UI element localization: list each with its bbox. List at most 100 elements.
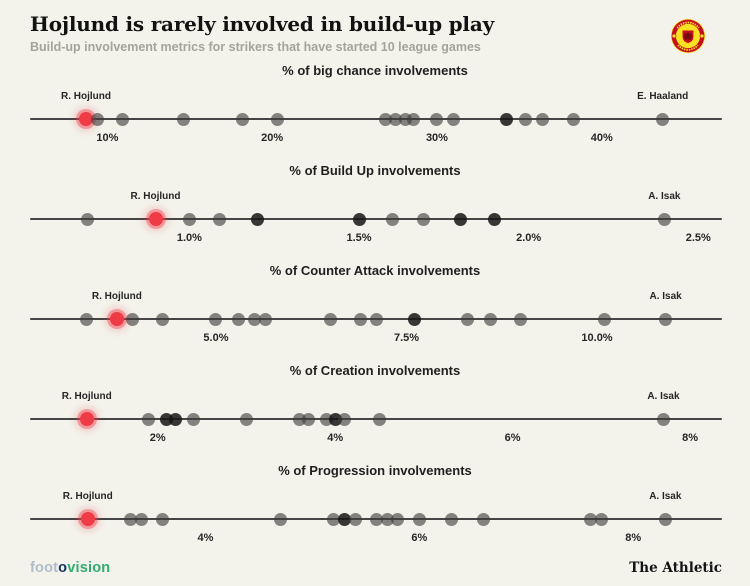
highlighted-data-point [109, 312, 124, 326]
data-point [454, 212, 468, 226]
footovision-logo-part1: foot [30, 560, 59, 576]
data-point [430, 112, 444, 126]
footovision-logo-part3: vision [67, 560, 111, 576]
the-athletic-logo: The Athletic [629, 560, 722, 576]
data-point [514, 312, 528, 326]
data-point [444, 512, 458, 526]
data-point [499, 112, 513, 126]
data-point [250, 212, 264, 226]
tick-label: 8% [682, 432, 698, 444]
data-point [594, 512, 608, 526]
plot-area: 1.0% 1.5% 2.0% 2.5% R. Hojlund A. Isak [0, 179, 750, 258]
tick-label: 30% [425, 132, 448, 144]
highlighted-data-point [148, 212, 163, 226]
tick-label: 1.0% [176, 232, 202, 244]
data-point [476, 512, 490, 526]
data-point [407, 312, 421, 326]
player-label: R. Hojlund [62, 491, 113, 502]
data-point [379, 112, 393, 126]
data-point [337, 512, 351, 526]
tick-label: 8% [625, 532, 642, 544]
player-label: A. Isak [647, 391, 680, 402]
data-point [370, 512, 384, 526]
manchester-united-crest-icon [670, 18, 706, 54]
data-point [416, 212, 430, 226]
data-point [156, 312, 170, 326]
tick-label: 10% [96, 132, 119, 144]
player-label: R. Hojlund [61, 91, 112, 102]
highlighted-data-point [80, 512, 95, 526]
strip-chart-2: % of Build Up involvements 1.0% 1.5% 2.0% 2.… [0, 158, 750, 258]
highlighted-data-point [79, 112, 94, 126]
header: Hojlund is rarely involved in build-up p… [0, 0, 750, 58]
tick-label: 4% [327, 432, 344, 444]
plot-area: 10% 20% 30% 40% R. Hojlund E. Haaland [0, 79, 750, 158]
data-point [598, 312, 612, 326]
data-point [460, 312, 474, 326]
tick-label: 40% [590, 132, 613, 144]
strip-chart-5: % of Progression involvements 4% 6% 8% R. Ho… [0, 458, 750, 558]
player-label: E. Haaland [637, 91, 689, 102]
data-point [656, 112, 670, 126]
data-point [142, 412, 156, 426]
data-point [232, 312, 246, 326]
data-point [412, 512, 426, 526]
footovision-logo: footovision [30, 560, 110, 576]
charts-container: % of big chance involvements 10% 20% 30% 40%… [0, 58, 750, 558]
data-point [247, 312, 261, 326]
chart-title: % of Creation involvements [289, 363, 461, 378]
data-point [79, 312, 93, 326]
data-point [81, 212, 95, 226]
data-point [657, 212, 671, 226]
data-point [239, 412, 253, 426]
tick-label: 6% [411, 532, 428, 544]
tick-label: 2.5% [685, 232, 711, 244]
data-point [407, 112, 421, 126]
player-label: R. Hojlund [91, 291, 142, 302]
data-point [124, 512, 138, 526]
data-point [115, 112, 129, 126]
player-label: R. Hojlund [130, 191, 181, 202]
axis-line [30, 218, 722, 220]
data-point [168, 412, 182, 426]
data-point [323, 312, 337, 326]
strip-chart-1: % of big chance involvements 10% 20% 30% 40%… [0, 58, 750, 158]
data-point [156, 512, 170, 526]
plot-area: 2% 4% 6% 8% R. Hojlund A. Isak [0, 379, 750, 458]
tick-label: 5.0% [203, 332, 229, 344]
player-label: A. Isak [648, 191, 681, 202]
chart-title: % of Progression involvements [278, 463, 472, 478]
page-title: Hojlund is rarely involved in build-up p… [30, 12, 495, 36]
data-point [567, 112, 581, 126]
tick-label: 10.0% [581, 332, 613, 344]
data-point [213, 212, 227, 226]
tick-label: 6% [504, 432, 521, 444]
data-point [348, 512, 362, 526]
data-point [125, 312, 139, 326]
data-point [186, 412, 200, 426]
data-point [659, 312, 673, 326]
data-point [134, 512, 148, 526]
data-point [386, 212, 400, 226]
tick-label: 2% [149, 432, 166, 444]
player-label: A. Isak [649, 491, 682, 502]
data-point [535, 112, 549, 126]
data-point [91, 112, 105, 126]
data-point [273, 512, 287, 526]
player-label: A. Isak [649, 291, 682, 302]
data-point [391, 512, 405, 526]
data-point [519, 112, 533, 126]
data-point [302, 412, 316, 426]
data-point [236, 112, 250, 126]
axis-line [30, 118, 722, 120]
data-point [483, 312, 497, 326]
chart-title: % of Counter Attack involvements [269, 263, 481, 278]
data-point [327, 512, 341, 526]
chart-title: % of big chance involvements [282, 63, 468, 78]
data-point [373, 412, 387, 426]
data-point [380, 512, 394, 526]
player-label: R. Hojlund [61, 391, 112, 402]
chart-title: % of Build Up involvements [289, 163, 461, 178]
data-point [354, 312, 368, 326]
footovision-logo-part2: o [58, 560, 68, 576]
